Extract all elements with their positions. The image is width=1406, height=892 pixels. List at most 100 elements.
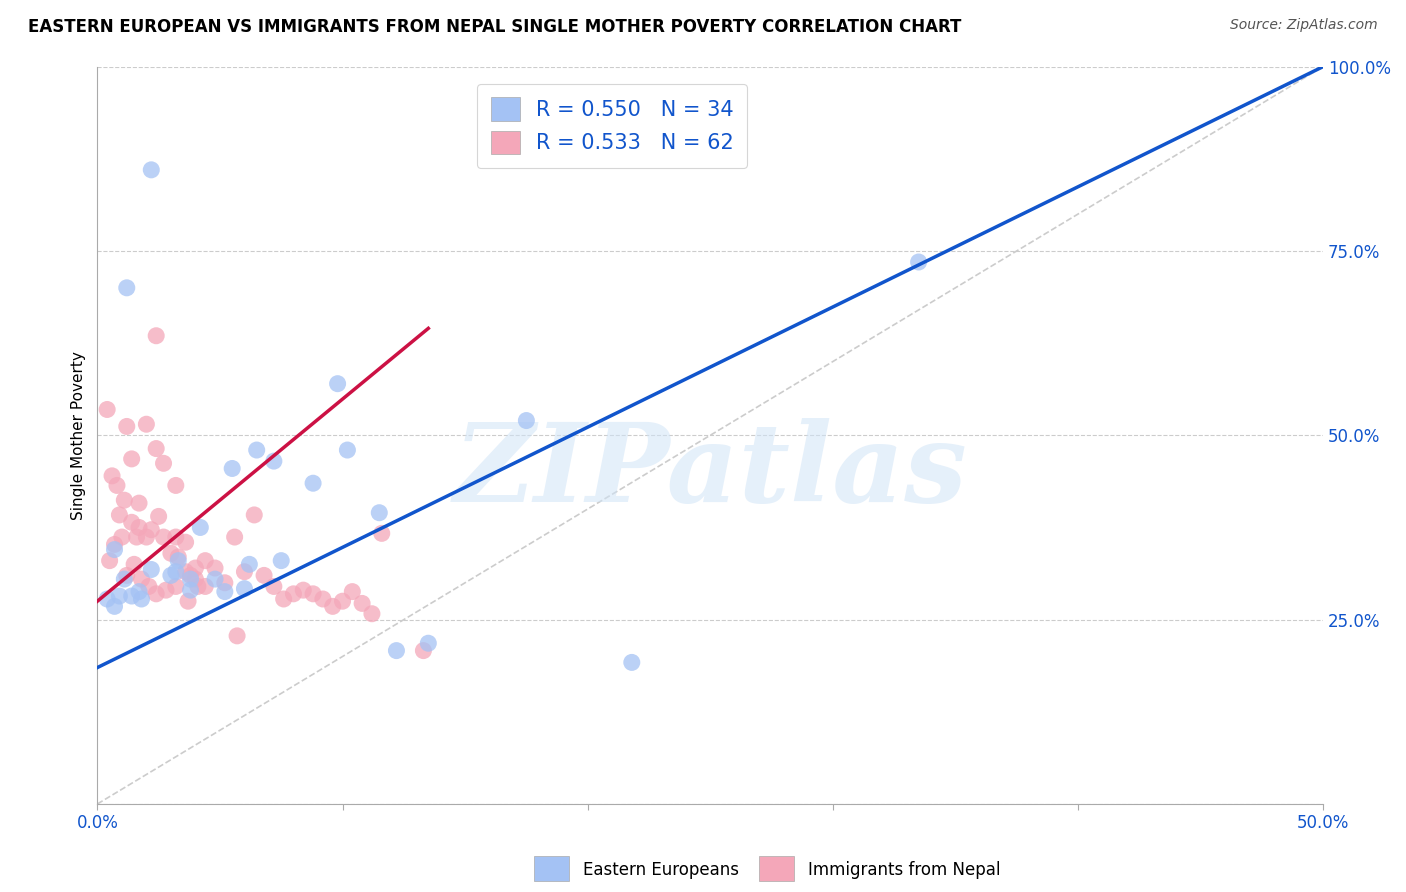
Point: [165, 478, 187, 492]
Point: [184, 572, 207, 586]
Point: [226, 629, 249, 643]
Point: [165, 579, 187, 593]
Point: [194, 554, 217, 568]
Point: [233, 582, 256, 596]
Point: [121, 516, 143, 530]
Point: [122, 558, 145, 572]
Point: [165, 565, 187, 579]
Point: [179, 568, 201, 582]
Point: [179, 572, 201, 586]
Point: [103, 542, 125, 557]
Point: [620, 656, 643, 670]
Point: [336, 443, 359, 458]
Point: [326, 376, 349, 391]
Point: [187, 579, 209, 593]
Point: [135, 530, 157, 544]
Point: [515, 413, 537, 427]
Point: [165, 530, 187, 544]
Point: [322, 599, 344, 614]
Point: [238, 558, 260, 572]
Point: [101, 468, 124, 483]
Point: [96, 402, 118, 417]
Point: [138, 579, 160, 593]
Point: [263, 454, 285, 468]
Point: [418, 636, 440, 650]
Point: [174, 565, 197, 579]
Point: [368, 506, 391, 520]
Point: [263, 579, 285, 593]
Point: [224, 530, 246, 544]
Point: [371, 526, 394, 541]
Point: [108, 508, 131, 522]
Point: [160, 546, 183, 560]
Point: [112, 572, 135, 586]
Point: [167, 554, 190, 568]
Point: [177, 594, 200, 608]
Point: [145, 442, 167, 456]
Point: [128, 584, 150, 599]
Point: [385, 643, 408, 657]
Point: [292, 583, 315, 598]
Point: [302, 476, 325, 491]
Point: [115, 419, 138, 434]
Point: [141, 162, 163, 177]
Point: [115, 281, 138, 295]
Point: [214, 584, 236, 599]
Point: [246, 443, 269, 458]
Point: [131, 572, 153, 586]
Point: [361, 607, 384, 621]
Text: EASTERN EUROPEAN VS IMMIGRANTS FROM NEPAL SINGLE MOTHER POVERTY CORRELATION CHAR: EASTERN EUROPEAN VS IMMIGRANTS FROM NEPA…: [28, 18, 962, 36]
Point: [907, 255, 929, 269]
Point: [103, 537, 125, 551]
Text: Immigrants from Nepal: Immigrants from Nepal: [808, 861, 1001, 879]
Point: [184, 561, 207, 575]
Point: [179, 583, 201, 598]
Point: [243, 508, 266, 522]
Point: [96, 592, 118, 607]
Text: Eastern Europeans: Eastern Europeans: [583, 861, 740, 879]
Point: [125, 530, 148, 544]
Point: [131, 592, 153, 607]
Y-axis label: Single Mother Poverty: Single Mother Poverty: [72, 351, 86, 520]
Point: [155, 583, 177, 598]
Point: [352, 596, 374, 610]
Text: Source: ZipAtlas.com: Source: ZipAtlas.com: [1230, 18, 1378, 32]
Point: [253, 568, 276, 582]
Point: [302, 587, 325, 601]
Point: [98, 554, 121, 568]
Point: [121, 589, 143, 603]
Point: [141, 562, 163, 576]
Point: [145, 587, 167, 601]
Text: ZIPatlas: ZIPatlas: [453, 418, 967, 526]
Point: [103, 599, 125, 614]
Point: [194, 579, 217, 593]
Point: [152, 530, 174, 544]
Point: [112, 493, 135, 508]
Point: [152, 456, 174, 470]
Point: [128, 520, 150, 534]
Point: [141, 523, 163, 537]
Point: [273, 592, 295, 607]
Point: [233, 565, 256, 579]
Point: [174, 535, 197, 549]
Point: [115, 568, 138, 582]
Point: [145, 328, 167, 343]
Point: [148, 509, 170, 524]
Point: [204, 572, 226, 586]
Point: [188, 520, 211, 534]
Point: [128, 496, 150, 510]
Point: [332, 594, 354, 608]
Point: [214, 575, 236, 590]
Point: [108, 589, 131, 603]
Point: [283, 587, 305, 601]
Point: [167, 549, 190, 564]
Point: [270, 554, 292, 568]
Point: [342, 584, 364, 599]
Point: [121, 451, 143, 466]
Point: [105, 478, 128, 492]
Point: [160, 568, 183, 582]
Point: [135, 417, 157, 432]
Point: [204, 561, 226, 575]
Point: [312, 592, 335, 607]
Point: [221, 461, 243, 475]
